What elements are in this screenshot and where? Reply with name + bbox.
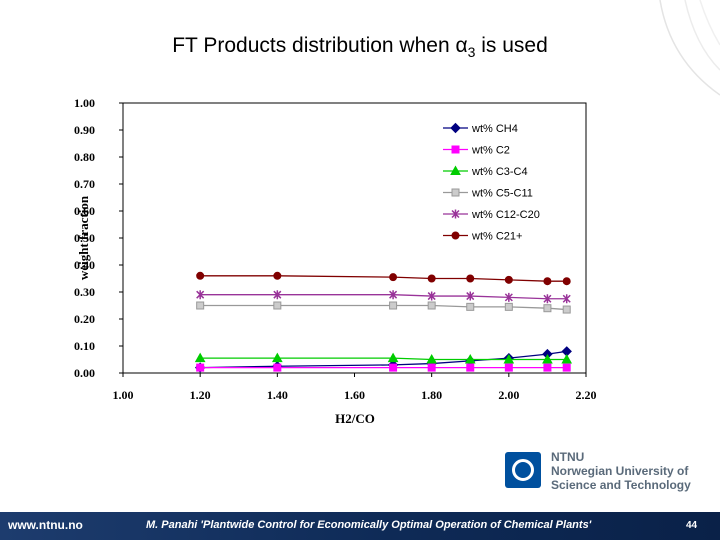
legend-marker (451, 231, 460, 240)
data-point (427, 291, 436, 301)
data-point (389, 363, 398, 372)
data-point (466, 291, 475, 301)
data-point (387, 352, 399, 363)
x-tick-label: 1.40 (267, 388, 288, 402)
logo-line-3: Science and Technology (551, 478, 691, 492)
series-line (200, 357, 567, 361)
y-axis: 0.00 0.10 0.20 0.30 0.40 0.50 0.60 0.70 0.80 0.90… (74, 96, 123, 380)
data-point (543, 363, 552, 372)
data-point (504, 292, 513, 302)
data-point (196, 271, 205, 280)
series-line (200, 275, 567, 282)
x-tick-label: 1.20 (190, 388, 211, 402)
data-point (426, 353, 438, 364)
data-point (562, 294, 571, 304)
data-point (194, 352, 206, 363)
data-point (466, 363, 475, 372)
y-tick-label: 0.60 (74, 204, 95, 218)
data-point (273, 271, 282, 280)
data-point (427, 301, 436, 310)
y-tick-label: 1.00 (74, 96, 95, 110)
y-tick-label: 0.70 (74, 177, 95, 191)
data-point (273, 301, 282, 310)
data-point (273, 290, 282, 300)
data-point (542, 353, 553, 364)
ntnu-logo-icon (505, 452, 541, 488)
legend-label: wt% C21+ (471, 231, 522, 243)
y-tick-label: 0.10 (74, 339, 95, 353)
y-tick-label: 0.20 (74, 312, 95, 326)
x-axis-label: H2/CO (335, 411, 375, 426)
y-tick-label: 0.90 (74, 123, 95, 137)
university-name: NTNU Norwegian University of Science and… (551, 450, 691, 492)
data-point (427, 363, 436, 372)
data-point (389, 301, 398, 310)
title-subscript: 3 (467, 44, 476, 60)
legend-label: wt% C12-C20 (471, 209, 540, 221)
series-line (200, 304, 567, 311)
title-text: FT Products distribution when α (172, 34, 468, 57)
data-point (504, 275, 513, 284)
decorative-curves (659, 0, 720, 96)
data-point (562, 277, 571, 286)
logo-line-1: NTNU (551, 450, 585, 464)
data-point (273, 363, 282, 372)
y-tick-label: 0.80 (74, 150, 95, 164)
y-tick-label: 0.40 (74, 258, 95, 272)
data-point (504, 363, 513, 372)
slide-title: FT Products distribution when α3 is used (0, 34, 720, 60)
data-point (561, 353, 573, 364)
x-tick-label: 2.20 (576, 388, 597, 402)
legend-marker (451, 145, 460, 154)
x-tick-label: 2.00 (498, 388, 519, 402)
series-line (200, 350, 567, 369)
legend-label: wt% C3-C4 (471, 166, 528, 178)
footer-bar: www.ntnu.no M. Panahi 'Plantwide Control… (0, 512, 720, 540)
data-point (464, 353, 476, 364)
legend-label: wt% CH4 (471, 123, 518, 135)
x-tick-label: 1.60 (344, 388, 365, 402)
data-point (504, 302, 513, 311)
x-tick-label: 1.00 (113, 388, 134, 402)
legend: wt% CH4 wt% C2 wt% C3-C4 wt% C5-C11 wt% C12-… (443, 122, 540, 243)
legend-label: wt% C5-C11 (471, 188, 533, 200)
series-line (200, 294, 567, 300)
page-number: 44 (686, 520, 698, 531)
data-point (543, 304, 552, 313)
logo-line-2: Norwegian University of (551, 464, 689, 478)
x-axis: 1.00 1.20 1.40 1.60 1.80 2.00 2.20 (113, 373, 597, 402)
data-point (271, 352, 283, 363)
data-point (503, 353, 515, 364)
legend-label: wt% C2 (471, 145, 510, 157)
plot-area (122, 102, 587, 374)
y-tick-label: 0.30 (74, 285, 95, 299)
data-point (427, 274, 436, 283)
data-point (196, 363, 205, 372)
legend-marker (450, 165, 461, 175)
y-tick-label: 0.50 (74, 231, 95, 245)
data-point (389, 273, 398, 282)
line-chart: 1.00 1.20 1.40 1.60 1.80 2.00 2.20 0.00 0.10 0.2… (74, 96, 597, 426)
y-tick-label: 0.00 (74, 366, 95, 380)
legend-marker (451, 188, 460, 197)
data-point (389, 290, 398, 300)
title-suffix: is used (475, 34, 548, 57)
legend-marker (451, 209, 460, 219)
series-layer (194, 271, 573, 373)
footer-url[interactable]: www.ntnu.no (8, 518, 83, 532)
data-point (196, 301, 205, 310)
data-point (466, 274, 475, 283)
data-point (562, 305, 571, 314)
data-point (466, 302, 475, 311)
data-point (196, 290, 205, 300)
legend-marker (450, 122, 461, 134)
footer-credit: M. Panahi 'Plantwide Control for Economi… (146, 519, 592, 531)
data-point (543, 277, 552, 286)
y-axis-label: weight fraction (76, 195, 91, 280)
data-point (543, 294, 552, 304)
x-tick-label: 1.80 (421, 388, 442, 402)
data-point (562, 363, 571, 372)
